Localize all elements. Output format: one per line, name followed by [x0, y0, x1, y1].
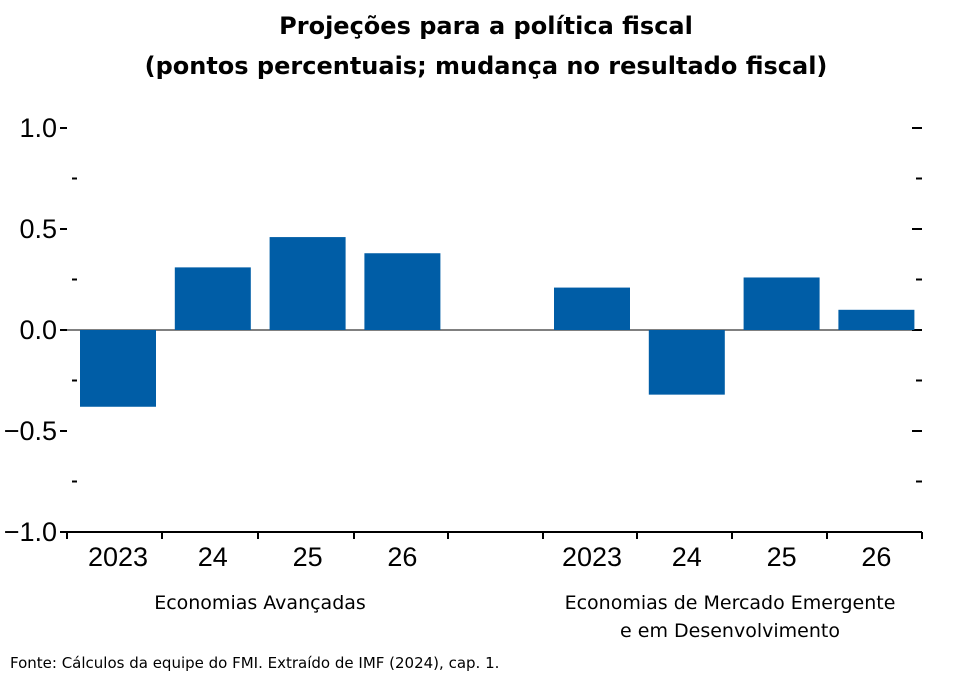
source-note: Fonte: Cálculos da equipe do FMI. Extraí… [10, 654, 500, 672]
bar [743, 277, 820, 330]
bar [554, 287, 630, 330]
x-tick-label: 2023 [562, 542, 622, 572]
group-label-line: e em Desenvolvimento [620, 620, 840, 642]
y-tick-label: 0.0 [19, 315, 57, 345]
x-tick-label: 26 [387, 542, 417, 572]
y-tick-label: −0.5 [4, 416, 57, 446]
bar [838, 309, 915, 330]
group-label-emerging-economies: Economias de Mercado Emergente e em Dese… [540, 589, 920, 645]
y-tick-label: 1.0 [19, 113, 57, 143]
bar [80, 330, 156, 407]
bar [174, 267, 251, 330]
bar [269, 237, 346, 330]
y-tick-label: −1.0 [4, 517, 57, 547]
chart-subtitle: (pontos percentuais; mudança no resultad… [144, 52, 828, 80]
group-label-line: Economias Avançadas [154, 592, 366, 614]
group-label-advanced-economies: Economias Avançadas [80, 589, 440, 617]
x-tick-label: 26 [861, 542, 891, 572]
y-tick-label: 0.5 [19, 214, 57, 244]
bar [364, 253, 441, 330]
x-tick-label: 25 [293, 542, 323, 572]
x-tick-label: 25 [767, 542, 797, 572]
group-label-line: Economias de Mercado Emergente [564, 592, 896, 614]
bar [648, 330, 725, 395]
x-tick-label: 2023 [88, 542, 148, 572]
x-tick-label: 24 [672, 542, 702, 572]
chart-title: Projeções para a política fiscal [279, 12, 693, 40]
x-tick-label: 24 [198, 542, 228, 572]
